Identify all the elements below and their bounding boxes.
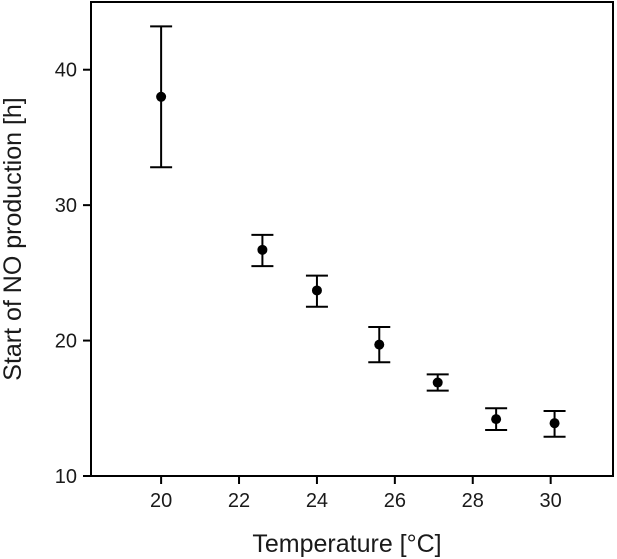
x-axis-ticks: 20 22 24 26 28 30 <box>150 476 562 512</box>
x-tick-label: 22 <box>228 490 250 512</box>
data-point-group <box>305 274 328 308</box>
y-axis-label: Start of NO production [h] <box>0 97 27 380</box>
data-point <box>549 418 560 429</box>
data-point-group <box>426 373 449 392</box>
y-axis-ticks: 10 20 30 40 <box>55 60 91 488</box>
x-axis-label: Temperature [°C] <box>252 530 441 558</box>
data-marks <box>150 25 566 438</box>
data-point <box>432 377 443 388</box>
y-tick-label: 20 <box>55 331 77 353</box>
y-tick-label: 40 <box>55 60 77 82</box>
x-tick-label: 30 <box>540 490 562 512</box>
data-point <box>374 339 385 350</box>
data-point <box>257 244 268 255</box>
x-tick-label: 26 <box>384 490 406 512</box>
data-point <box>156 91 167 102</box>
data-point-group <box>251 233 274 268</box>
plot-frame <box>90 1 614 477</box>
x-tick-label: 24 <box>306 490 328 512</box>
x-tick-label: 28 <box>462 490 484 512</box>
data-point-group <box>485 407 508 431</box>
y-tick-label: 10 <box>55 466 77 488</box>
x-tick-label: 20 <box>150 490 172 512</box>
data-point <box>491 414 502 425</box>
data-point-group <box>543 409 566 438</box>
data-point-group <box>150 25 173 169</box>
data-point-group <box>368 326 391 364</box>
data-point <box>311 285 322 296</box>
y-tick-label: 30 <box>55 195 77 217</box>
